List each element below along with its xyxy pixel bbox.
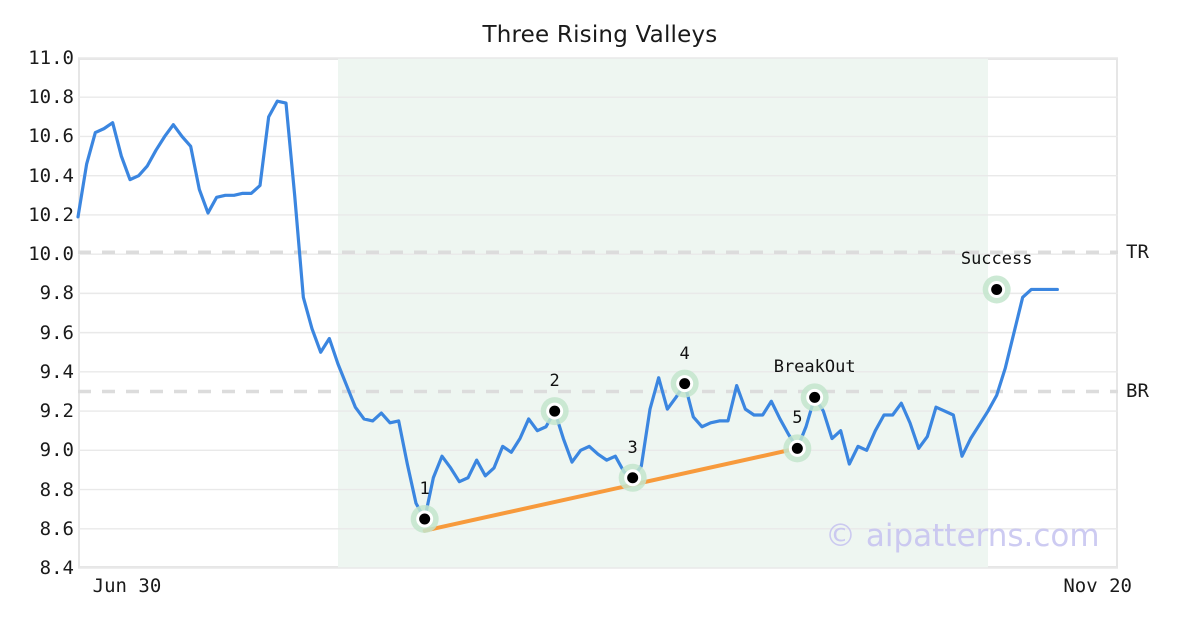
- annotation-3: 3: [627, 437, 638, 458]
- annotation-4: 4: [679, 343, 690, 364]
- annotation-1: 1: [419, 478, 430, 499]
- y-tick-label: 9.8: [39, 282, 74, 305]
- y-tick-label: 9.6: [39, 321, 74, 344]
- annotation-success: Success: [960, 249, 1033, 270]
- x-tick-label: Nov 20: [1063, 575, 1132, 597]
- y-tick-label: 9.2: [39, 400, 74, 423]
- y-tick-label: 9.0: [39, 439, 74, 462]
- annotation-2: 2: [549, 371, 560, 392]
- marker-point-success[interactable]: [991, 283, 1003, 295]
- marker-point-4[interactable]: [679, 378, 691, 390]
- y-tick-label: 8.4: [39, 557, 74, 579]
- marker-point-5[interactable]: [791, 442, 803, 454]
- y-tick-label: 10.2: [28, 203, 74, 226]
- y-tick-label: 8.8: [39, 478, 74, 501]
- annotation-5: 5: [792, 408, 803, 429]
- marker-point-breakout[interactable]: [809, 391, 821, 403]
- y-tick-label: 10.4: [28, 164, 74, 187]
- y-tick-label: 8.6: [39, 517, 74, 540]
- chart-title: Three Rising Valleys: [482, 22, 718, 48]
- x-tick-label: Jun 30: [92, 575, 162, 597]
- annotation-breakout: BreakOut: [773, 357, 856, 378]
- pattern-highlight-region: [338, 58, 988, 568]
- watermark: © aipatterns.com: [825, 518, 1100, 554]
- y-tick-label: 10.0: [28, 243, 74, 266]
- y-tick-label: 10.8: [28, 86, 74, 109]
- y-tick-label: 9.4: [39, 360, 74, 383]
- marker-point-2[interactable]: [549, 405, 561, 417]
- price-line: [76, 99, 1059, 521]
- level-label-tr: TR: [1126, 241, 1149, 264]
- level-label-br: BR: [1126, 380, 1149, 403]
- y-tick-label: 10.6: [28, 125, 74, 148]
- marker-point-1[interactable]: [419, 513, 431, 525]
- y-tick-label: 11.0: [28, 47, 74, 69]
- marker-point-3[interactable]: [627, 472, 639, 484]
- valley-trendline: [422, 446, 800, 533]
